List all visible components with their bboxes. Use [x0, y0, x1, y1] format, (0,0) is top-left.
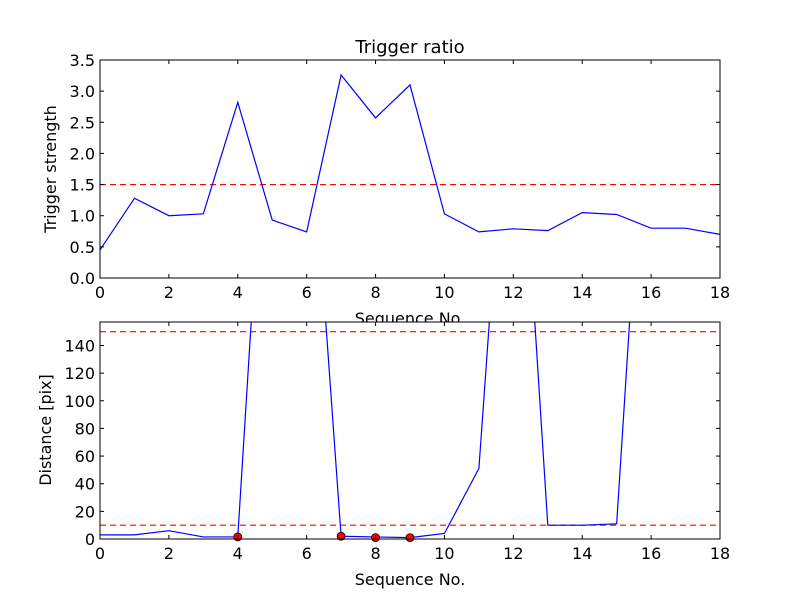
bottom-chart-plot-area [100, 322, 720, 539]
top-chart-x-tick-label: 6 [302, 283, 312, 302]
top-chart-x-tick-label: 12 [503, 283, 523, 302]
top-chart-y-tick-label: 1.5 [70, 176, 95, 195]
bottom-chart-x-axis-label: Sequence No. [355, 570, 466, 589]
top-chart-x-tick-label: 8 [370, 283, 380, 302]
top-chart-y-tick-label: 2.5 [70, 113, 95, 132]
bottom-chart-y-tick-label: 40 [75, 475, 95, 494]
top-chart-y-tick-label: 3.0 [70, 82, 95, 101]
top-chart-x-tick-label: 14 [572, 283, 592, 302]
bottom-chart-frame [99, 321, 721, 540]
bottom-chart-y-axis-label: Distance [pix] [36, 374, 55, 486]
bottom-chart-y-tick-label: 120 [64, 364, 95, 383]
top-chart-y-tick-label: 3.5 [70, 51, 95, 70]
top-chart-y-tick-label: 1.0 [70, 207, 95, 226]
top-chart-y-tick-label: 2.0 [70, 144, 95, 163]
top-chart-y-tick-label: 0.0 [70, 269, 95, 288]
top-chart-frame [99, 59, 721, 279]
bottom-chart-x-tick-label: 14 [572, 544, 592, 563]
bottom-chart-y-tick-label: 20 [75, 502, 95, 521]
bottom-chart-x-tick-label: 4 [233, 544, 243, 563]
bottom-chart-x-tick-label: 0 [95, 544, 105, 563]
bottom-chart-marker-point [405, 533, 415, 543]
top-chart-x-tick-label: 10 [434, 283, 454, 302]
bottom-chart: 0 2 4 6 8 10 12 14 16 18 0 20 40 60 80 100 120 140 Sequen… [36, 321, 730, 589]
bottom-chart-x-tick-label: 8 [370, 544, 380, 563]
bottom-chart-y-tick-label: 80 [75, 419, 95, 438]
bottom-chart-y-tick-label: 140 [64, 336, 95, 355]
top-chart-x-tick-label: 16 [641, 283, 661, 302]
bottom-chart-y-tick-label: 0 [85, 530, 95, 549]
top-chart-y-tick-label: 0.5 [70, 238, 95, 257]
top-chart-x-tick-label: 0 [95, 283, 105, 302]
bottom-chart-x-tick-label: 2 [164, 544, 174, 563]
bottom-chart-x-tick-label: 18 [710, 544, 730, 563]
bottom-chart-x-tick-label: 16 [641, 544, 661, 563]
bottom-chart-marker-point [336, 531, 346, 541]
top-chart-y-axis-label: Trigger strength [41, 105, 60, 234]
top-chart-title: Trigger ratio [354, 37, 464, 58]
top-chart-series-line [100, 73, 720, 251]
top-chart-x-tick-label: 4 [233, 283, 243, 302]
bottom-chart-y-tick-label: 100 [64, 392, 95, 411]
bottom-chart-x-tick-label: 10 [434, 544, 454, 563]
top-chart-x-tick-label: 2 [164, 283, 174, 302]
bottom-chart-y-tick-label: 60 [75, 447, 95, 466]
bottom-chart-x-tick-label: 12 [503, 544, 523, 563]
top-chart: Trigger ratio 0 2 4 6 8 10 12 14 16 18 0.0 0.5 1.0 1.… [41, 37, 730, 328]
top-chart-plot-area [100, 60, 720, 278]
top-chart-x-tick-label: 18 [710, 283, 730, 302]
bottom-chart-x-tick-label: 6 [302, 544, 312, 563]
